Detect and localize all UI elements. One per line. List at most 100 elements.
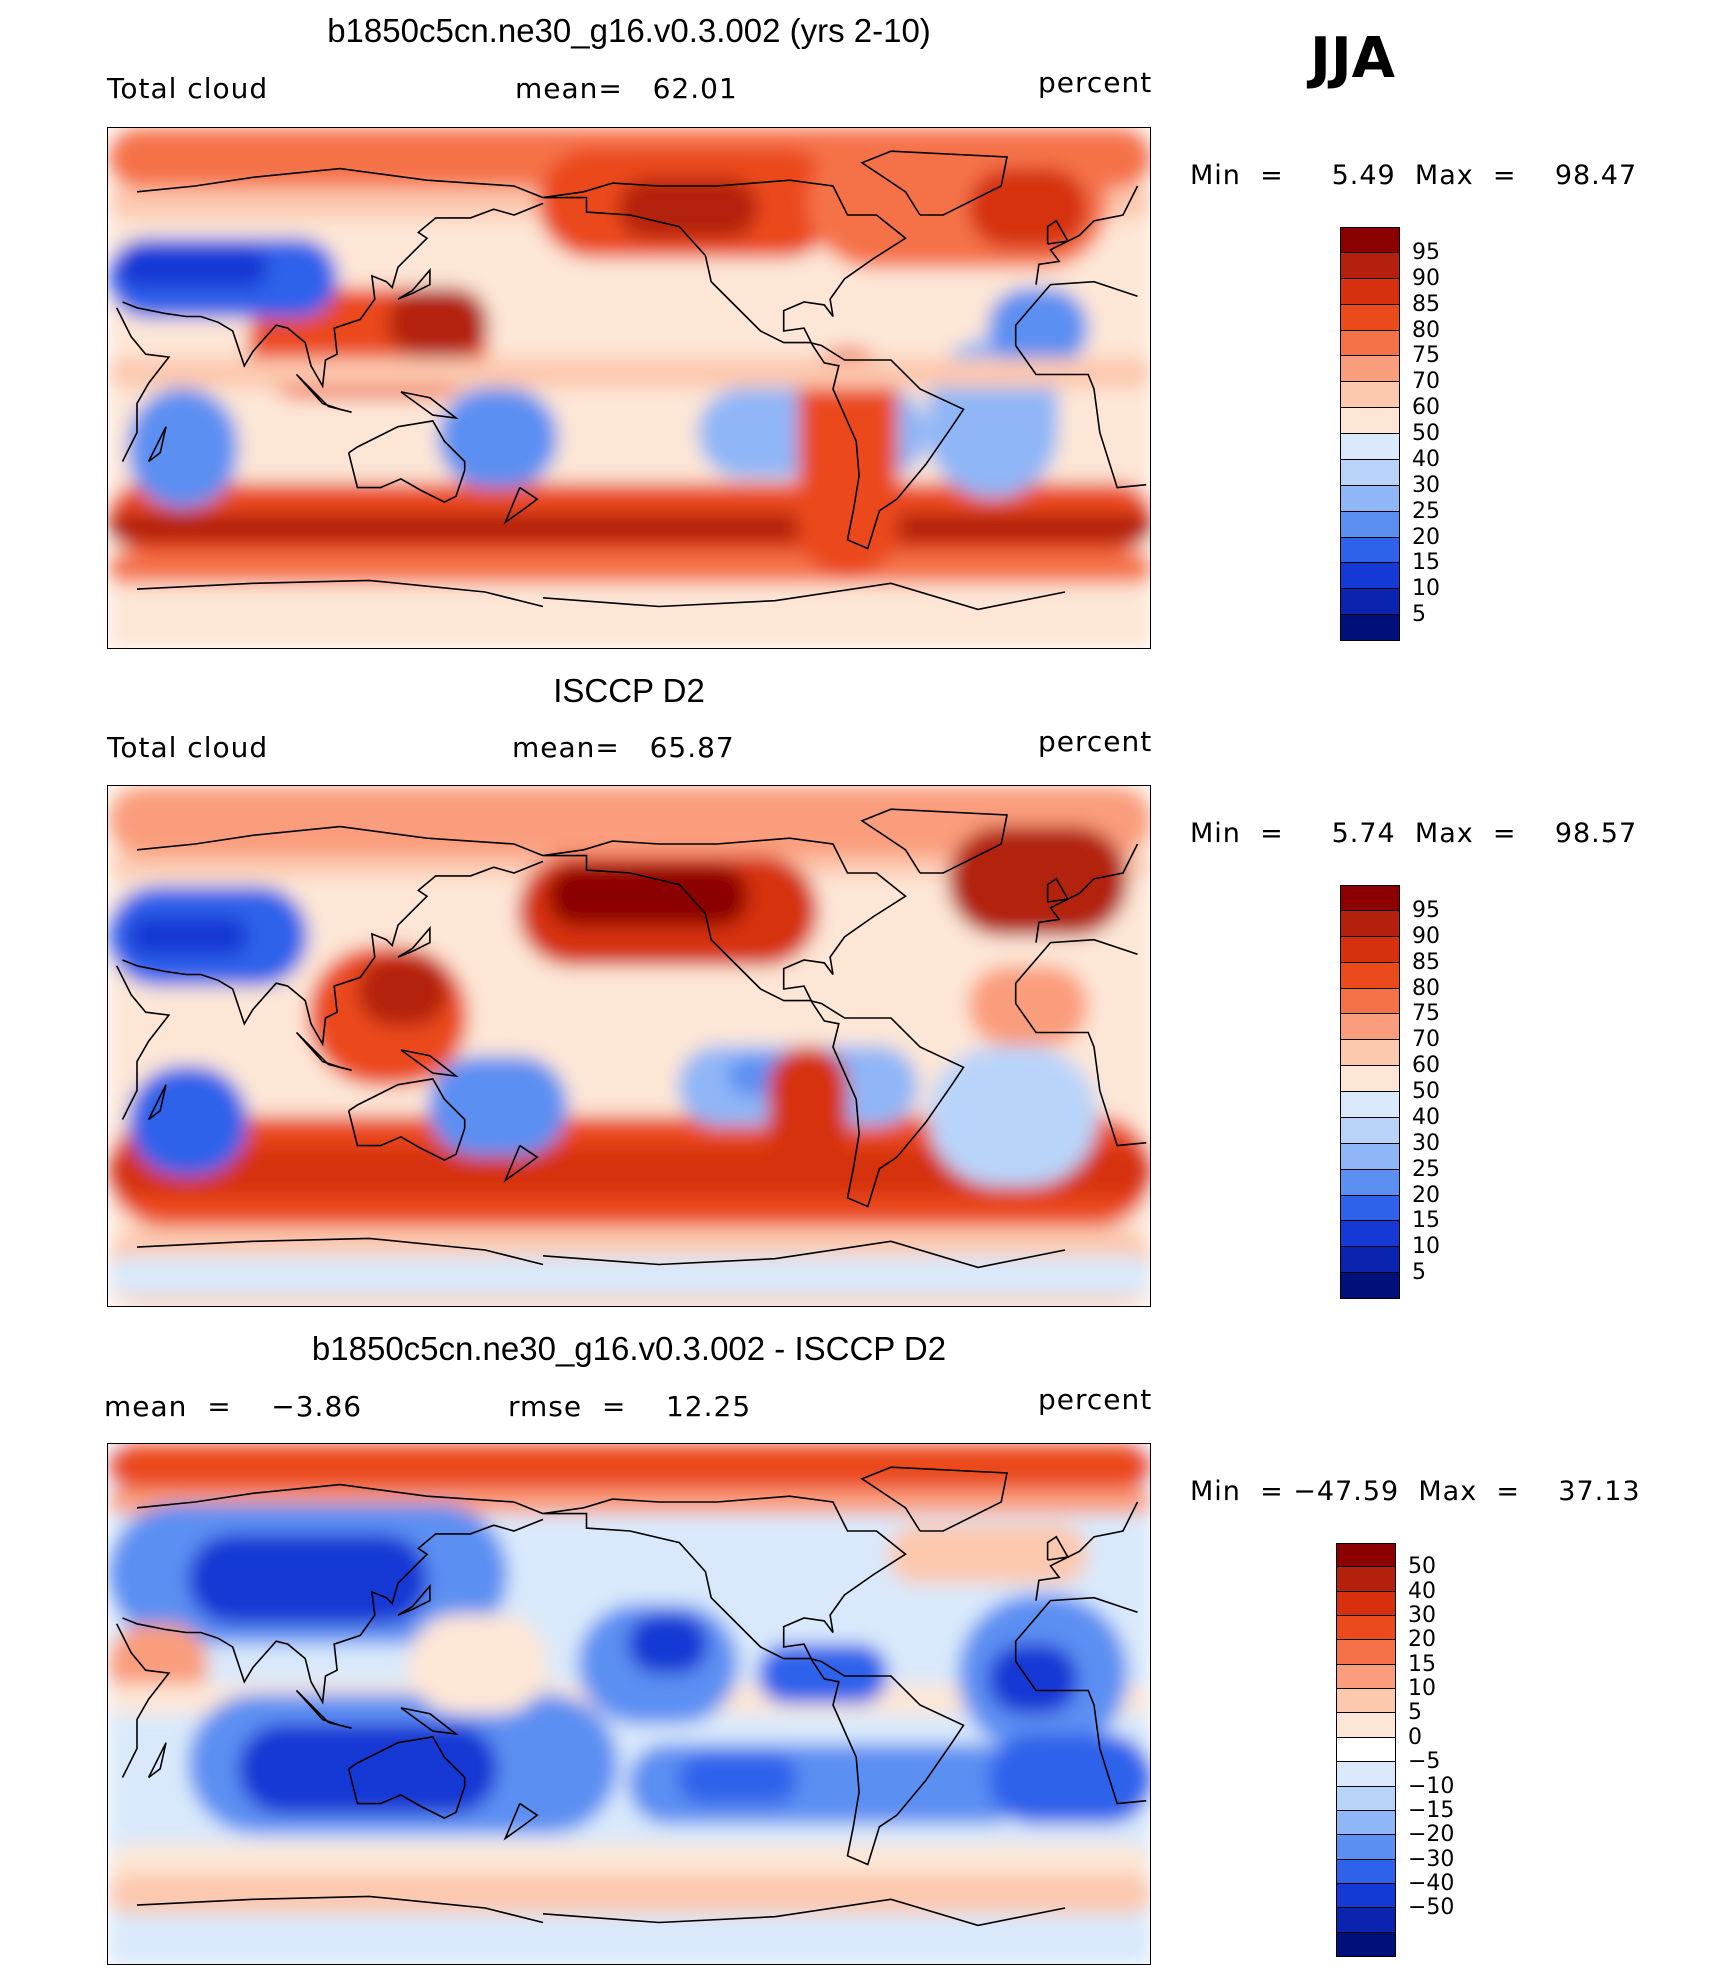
coastline-icon	[115, 808, 1147, 1269]
cloud-region	[188, 1534, 428, 1624]
cloud-region	[118, 248, 268, 288]
colorbar-tick-label: −5	[1408, 1749, 1441, 1775]
colorbar-tick-label: 50	[1412, 1079, 1440, 1104]
cloud-region	[108, 1874, 1150, 1914]
colorbar-tick-label: −50	[1408, 1895, 1455, 1921]
colorbar-swatch	[1336, 1664, 1396, 1690]
colorbar-swatch	[1340, 563, 1400, 590]
colorbar-tick-label: 5	[1408, 1700, 1422, 1726]
cloud-region	[108, 1914, 1150, 1964]
cloud-region	[438, 388, 558, 488]
cloud-region	[628, 1614, 708, 1674]
cloud-region	[388, 288, 488, 358]
colorbar-tick-label: 70	[1412, 369, 1440, 395]
colorbar-swatch	[1336, 1859, 1396, 1884]
panel-2-min-max: Min = 5.74 Max = 98.57	[1190, 818, 1638, 849]
colorbar-swatch	[1340, 1117, 1400, 1144]
cloud-region	[798, 348, 898, 578]
colorbar-swatch	[1336, 1786, 1396, 1811]
colorbar-swatch	[1340, 1066, 1400, 1092]
colorbar-swatch	[1340, 511, 1400, 538]
colorbar-swatch	[1340, 1169, 1400, 1196]
colorbar-tick-label: 50	[1408, 1554, 1436, 1580]
colorbar-tick-label: 75	[1412, 343, 1440, 369]
colorbar-swatch	[1340, 1195, 1400, 1222]
coastline-icon	[115, 1466, 1147, 1927]
cloud-region	[618, 178, 758, 238]
panel-3-units: percent	[1038, 1383, 1153, 1416]
colorbar-swatch	[1340, 589, 1400, 616]
colorbar-swatch	[1336, 1908, 1396, 1933]
colorbar-swatch	[1336, 1616, 1396, 1641]
cloud-region	[128, 916, 248, 956]
colorbar-tick-label: −30	[1408, 1846, 1455, 1872]
colorbar-tick-label: 90	[1412, 923, 1440, 949]
colorbar-swatch	[1336, 1713, 1396, 1738]
colorbar-tick-label: 5	[1412, 1260, 1426, 1286]
cloud-region	[988, 1734, 1150, 1824]
colorbar-tick-label: 20	[1412, 524, 1440, 550]
colorbar-swatch	[1340, 356, 1400, 383]
cloud-region	[108, 583, 1150, 648]
panel-1-units: percent	[1038, 66, 1153, 99]
cloud-region	[128, 1066, 248, 1176]
cloud-region	[888, 1524, 1088, 1584]
colorbar-swatch	[1340, 962, 1400, 989]
cloud-region	[238, 1724, 498, 1814]
colorbar-swatch	[1340, 227, 1400, 253]
colorbar-swatch	[1340, 382, 1400, 409]
cloud-region	[758, 1644, 888, 1704]
panel-2-title: ISCCP D2	[553, 672, 705, 709]
cloud-region	[358, 956, 448, 1026]
panel-3-title: b1850c5cn.ne30_g16.v0.3.002 - ISCCP D2	[311, 1330, 947, 1367]
colorbar-swatch	[1336, 1591, 1396, 1617]
colorbar-swatch	[1336, 1883, 1396, 1909]
colorbar-swatch	[1340, 330, 1400, 357]
colorbar-tick-label: 75	[1412, 1001, 1440, 1027]
colorbar-tick-label: 5	[1412, 602, 1426, 628]
colorbar-swatch	[1340, 910, 1400, 937]
colorbar-swatch	[1340, 434, 1400, 460]
colorbar-swatch	[1340, 615, 1400, 641]
cloud-region	[128, 388, 238, 508]
colorbar-tick-label: 20	[1408, 1627, 1436, 1653]
colorbar-swatch	[1340, 252, 1400, 279]
season-label: JJA	[1310, 26, 1396, 91]
colorbar-swatch	[1340, 278, 1400, 305]
colorbar-tick-label: 30	[1408, 1603, 1436, 1629]
panel-3-map	[107, 1443, 1151, 1965]
cloud-region	[108, 513, 1150, 543]
colorbar-tick-label: 95	[1412, 897, 1440, 923]
colorbar-tick-label: 0	[1408, 1724, 1422, 1750]
cloud-region	[108, 1146, 1150, 1196]
cloud-region	[968, 168, 1088, 248]
cloud-region	[548, 866, 748, 926]
colorbar-tick-label: 90	[1412, 265, 1440, 291]
colorbar-swatch	[1336, 1810, 1396, 1836]
colorbar-tick-label: 15	[1412, 1208, 1440, 1234]
colorbar-tick-label: 70	[1412, 1027, 1440, 1053]
colorbar-tick-label: 40	[1412, 1104, 1440, 1130]
colorbar-swatch	[1340, 459, 1400, 486]
cloud-region	[988, 288, 1088, 368]
colorbar-swatch	[1340, 1273, 1400, 1299]
colorbar-swatch	[1340, 304, 1400, 331]
panel-2-map	[107, 785, 1151, 1307]
panel-2-map-svg	[108, 786, 1150, 1306]
colorbar-tick-label: 25	[1412, 498, 1440, 524]
panel-1-min-max: Min = 5.49 Max = 98.47	[1190, 160, 1638, 191]
colorbar-tick-label: 40	[1412, 446, 1440, 472]
cloud-region	[108, 553, 1150, 583]
panel-2-variable-label: Total cloud	[107, 731, 269, 764]
panel-1-variable-label: Total cloud	[107, 72, 269, 105]
colorbar-tick-label: 15	[1412, 550, 1440, 576]
colorbar-swatch	[1340, 1014, 1400, 1041]
colorbar-swatch	[1340, 1040, 1400, 1067]
colorbar-tick-label: 25	[1412, 1156, 1440, 1182]
cloud-field	[108, 1444, 1150, 1964]
panel-3-map-svg	[108, 1444, 1150, 1964]
panel-2-units: percent	[1038, 725, 1153, 758]
cloud-region	[968, 966, 1088, 1046]
cloud-region	[768, 1046, 848, 1196]
colorbar-swatch	[1340, 408, 1400, 434]
